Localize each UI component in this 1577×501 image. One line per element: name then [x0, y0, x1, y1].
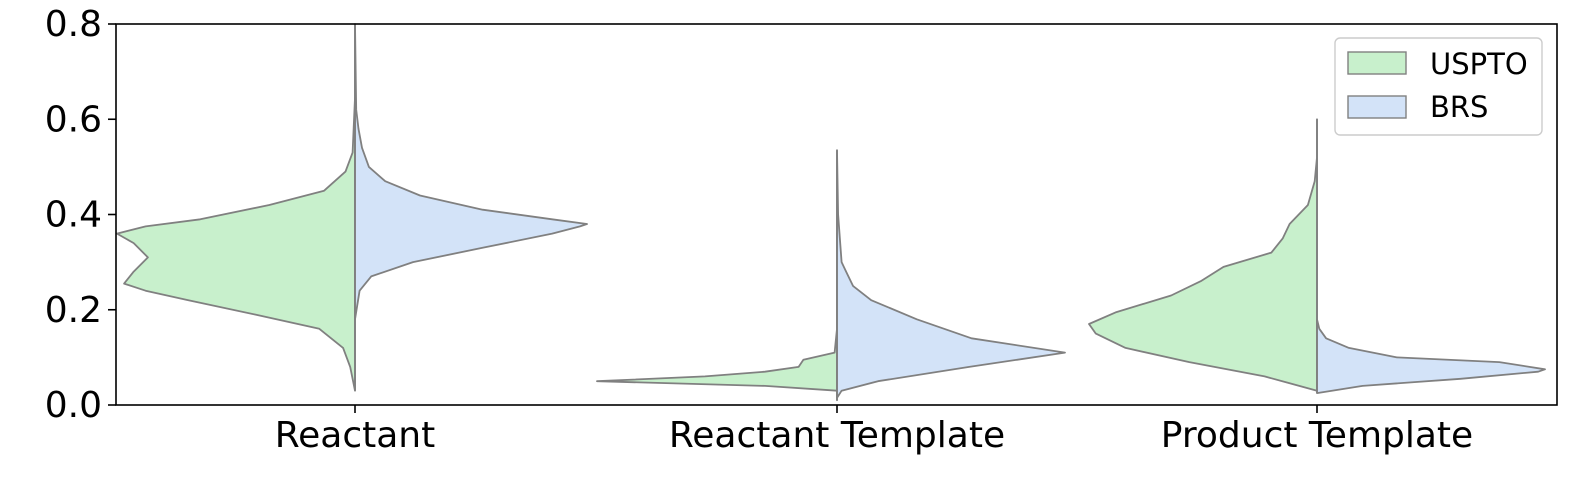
violin-uspto-reactant-template — [596, 232, 838, 402]
x-tick-label: Product Template — [1161, 415, 1473, 456]
y-tick-label: 0.8 — [45, 4, 102, 45]
y-axis: 0.0 0.2 0.4 0.6 0.8 — [45, 4, 116, 426]
legend: USPTO BRS — [1334, 37, 1543, 136]
violin-uspto-product-template — [1088, 118, 1318, 392]
violin-brs-reactant — [354, 23, 588, 321]
x-tick-label: Reactant — [275, 415, 436, 456]
violin-brs-reactant-template — [836, 149, 1066, 399]
violin-brs-product-template — [1316, 318, 1546, 394]
legend-label-brs: BRS — [1430, 90, 1488, 124]
violins-layer — [116, 23, 1546, 402]
legend-swatch-brs — [1347, 95, 1407, 119]
x-axis: Reactant Reactant Template Product Templat… — [275, 405, 1473, 456]
y-tick-label: 0.2 — [45, 290, 102, 331]
y-tick-label: 0.4 — [45, 195, 102, 236]
x-tick-label: Reactant Template — [669, 415, 1005, 456]
violin-uspto-reactant — [116, 96, 356, 392]
legend-swatch-uspto — [1347, 51, 1407, 75]
y-tick-label: 0.6 — [45, 99, 102, 140]
legend-label-uspto: USPTO — [1430, 47, 1528, 81]
y-tick-label: 0.0 — [45, 385, 102, 426]
